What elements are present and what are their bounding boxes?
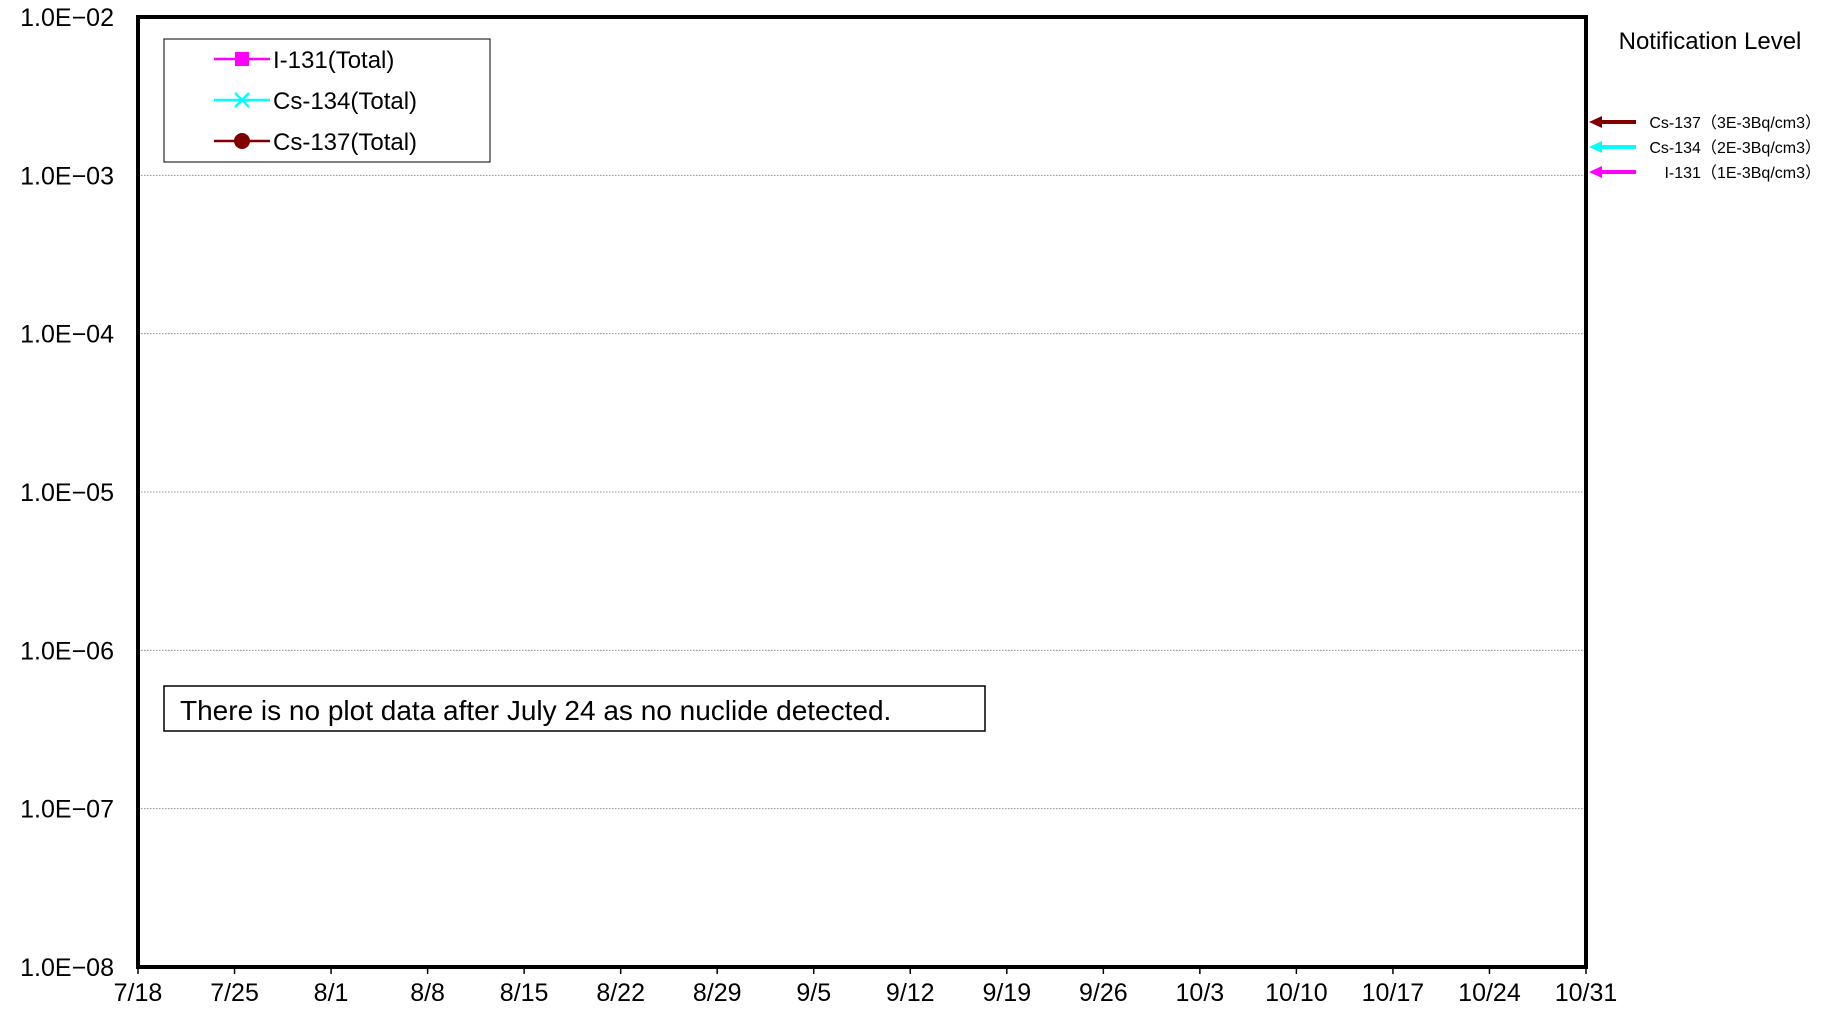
notification-level-title: Notification Level (1619, 28, 1802, 55)
x-tick-label: 8/1 (314, 979, 349, 1006)
annotation-text: There is no plot data after July 24 as n… (180, 695, 891, 726)
x-tick-label: 10/10 (1265, 979, 1328, 1006)
y-tick-label: 1.0E−03 (20, 162, 114, 190)
notification-level-label: Cs-137（3E-3Bq/cm3） (1649, 114, 1821, 132)
x-tick-label: 8/8 (410, 979, 445, 1006)
square-marker-icon (235, 52, 249, 66)
legend-entry-label: Cs-137(Total) (273, 129, 417, 156)
notification-arrow-icon (1589, 166, 1602, 178)
x-tick-label: 8/15 (500, 979, 549, 1006)
notification-arrow-icon (1589, 116, 1602, 128)
y-tick-label: 1.0E−08 (20, 954, 114, 982)
notification-level-label: I-131（1E-3Bq/cm3） (1664, 164, 1821, 182)
y-tick-label: 1.0E−06 (20, 637, 114, 665)
x-tick-label: 9/5 (796, 979, 831, 1006)
x-tick-label: 10/3 (1176, 979, 1225, 1006)
y-tick-label: 1.0E−07 (20, 796, 114, 824)
x-tick-label: 10/31 (1555, 979, 1618, 1006)
x-tick-label: 7/18 (114, 979, 163, 1006)
plot-area-frame (136, 15, 1588, 969)
notification-arrow-icon (1589, 141, 1602, 153)
y-tick-label: 1.0E−05 (20, 479, 114, 507)
x-tick-label: 9/26 (1079, 979, 1128, 1006)
legend-entry-label: I-131(Total) (273, 47, 394, 74)
y-tick-label: 1.0E−02 (20, 4, 114, 32)
x-tick-label: 8/22 (596, 979, 645, 1006)
x-marker-icon (234, 92, 250, 108)
notification-level-label: Cs-134（2E-3Bq/cm3） (1649, 139, 1821, 157)
annotation-box (163, 685, 986, 732)
x-tick-label: 9/12 (886, 979, 935, 1006)
circle-marker-icon (234, 133, 250, 149)
y-tick-label: 1.0E−04 (20, 321, 114, 349)
x-tick-label: 8/29 (693, 979, 742, 1006)
x-tick-label: 10/17 (1362, 979, 1425, 1006)
x-tick-label: 10/24 (1458, 979, 1521, 1006)
legend-entry-label: Cs-134(Total) (273, 88, 417, 115)
x-tick-label: 7/25 (210, 979, 259, 1006)
x-tick-label: 9/19 (982, 979, 1031, 1006)
